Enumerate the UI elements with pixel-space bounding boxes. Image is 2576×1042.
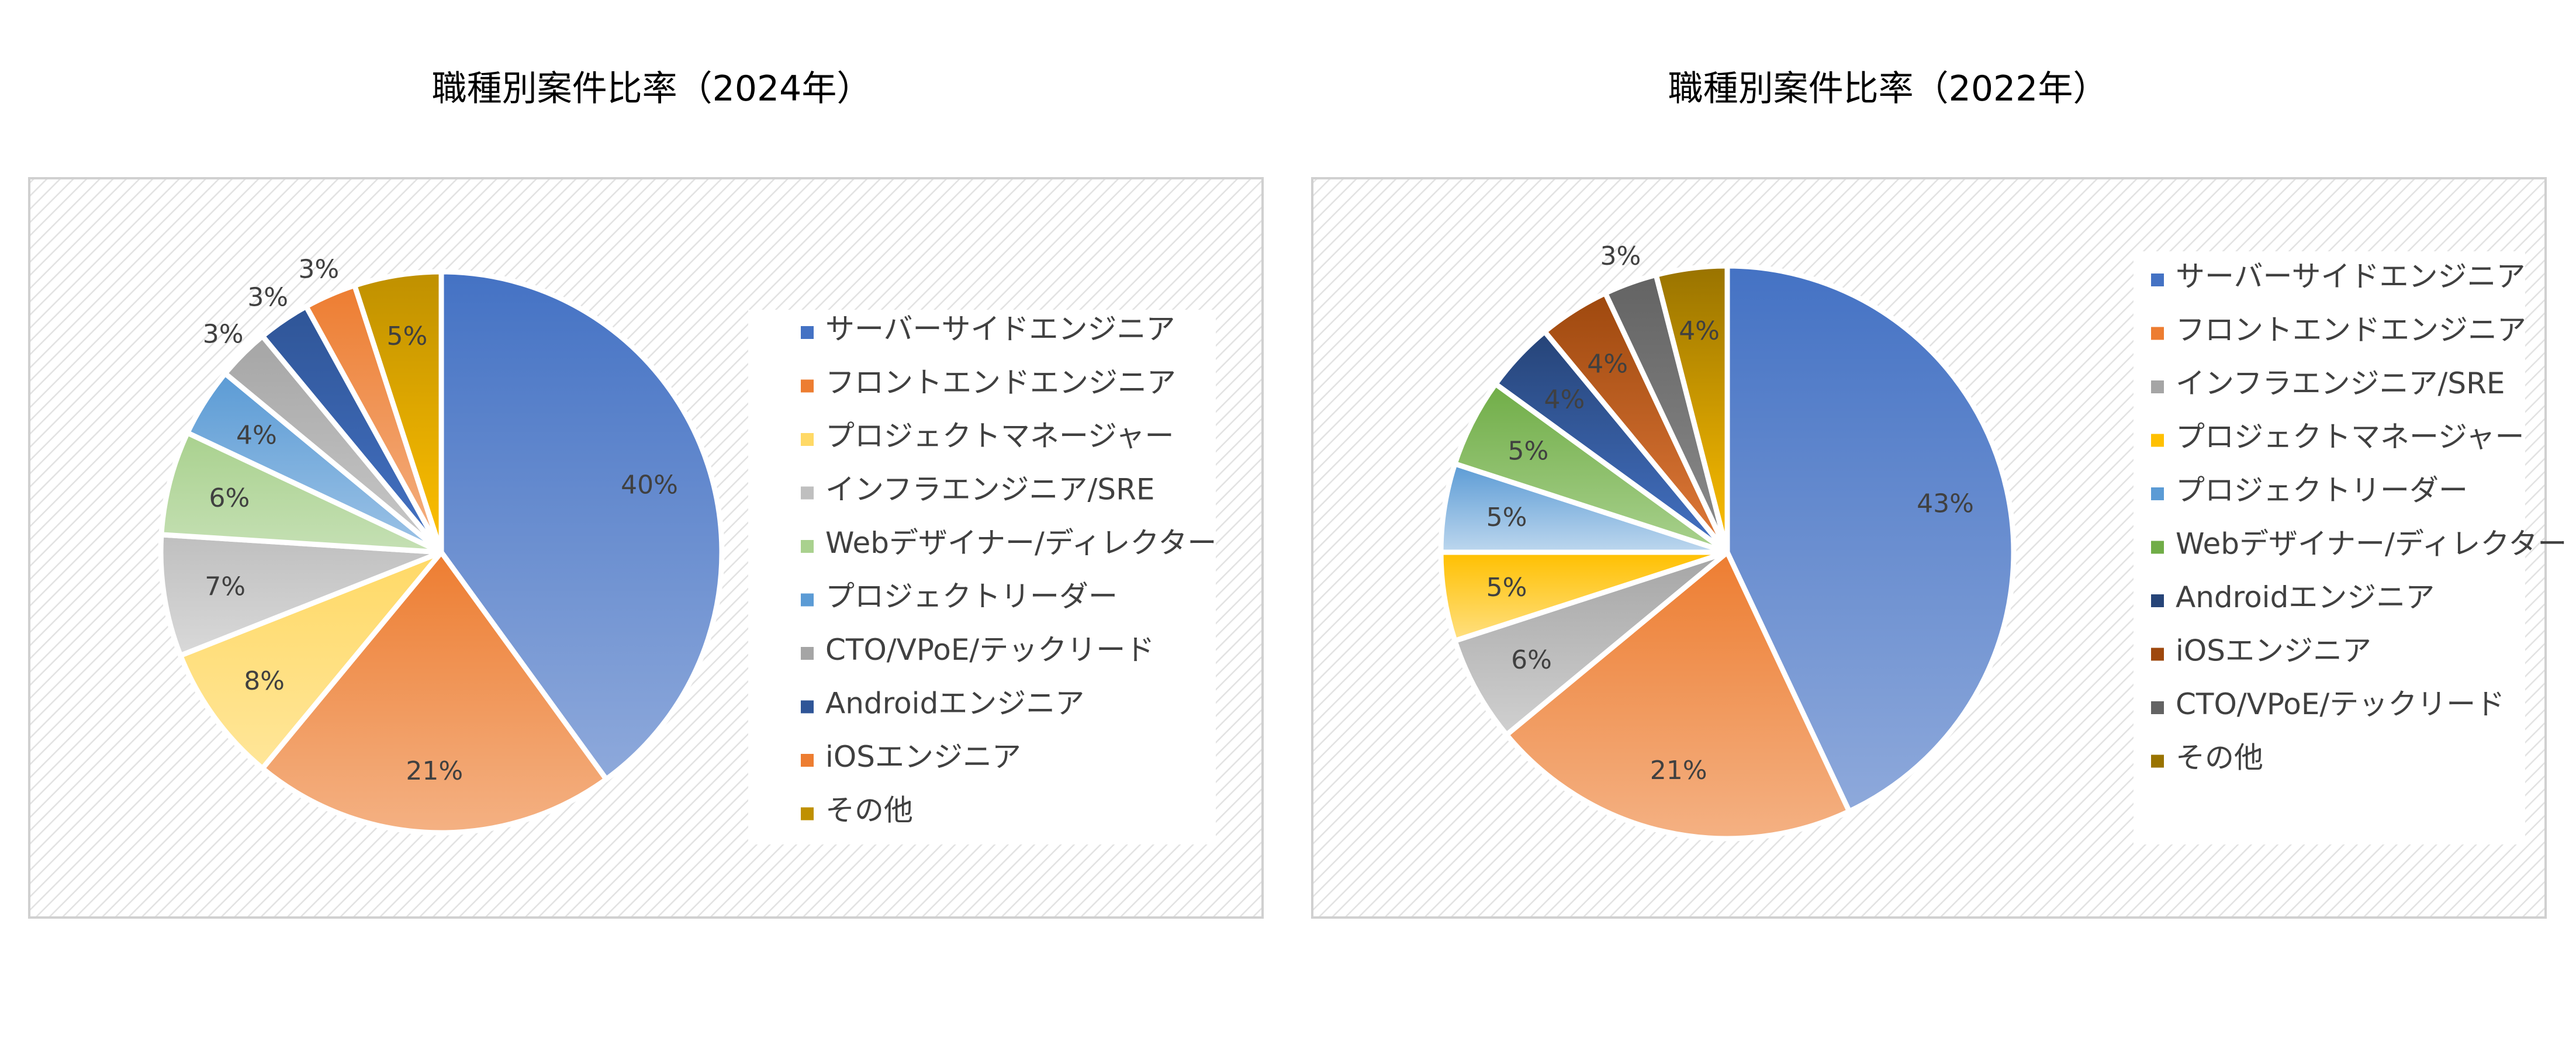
legend-swatch — [801, 593, 814, 607]
pie-slices: 43%21%6%5%5%5%4%4%3%4% — [1438, 241, 2017, 842]
data-label: 4% — [1587, 349, 1628, 379]
data-label: 5% — [1486, 503, 1527, 532]
legend-swatch — [801, 754, 814, 767]
legend-label: プロジェクトマネージャー — [2176, 420, 2525, 454]
data-label: 5% — [387, 321, 428, 351]
legend-label: サーバーサイドエンジニア — [2176, 259, 2526, 293]
legend-swatch — [2151, 594, 2164, 607]
legend-swatch — [2151, 434, 2164, 447]
data-label: 21% — [406, 756, 463, 786]
legend-swatch — [801, 807, 814, 821]
legend-swatch — [2151, 327, 2164, 340]
legend-label: インフラエンジニア/SRE — [825, 473, 1154, 507]
legend-swatch — [2151, 754, 2164, 768]
legend-swatch — [801, 379, 814, 393]
legend-swatch — [2151, 701, 2164, 714]
data-label: 7% — [205, 572, 246, 602]
pie-slice — [178, 549, 444, 771]
legend-label: iOSエンジニア — [2176, 634, 2371, 668]
pie-slice — [158, 532, 444, 659]
data-label: 21% — [1650, 756, 1707, 785]
legend-label: Androidエンジニア — [825, 687, 1084, 721]
legend-label: プロジェクトマネージャー — [825, 419, 1174, 453]
legend-label: その他 — [825, 794, 913, 828]
legend-swatch — [2151, 541, 2164, 554]
pie-slice — [1724, 263, 2017, 814]
legend-swatch — [2151, 274, 2164, 286]
data-label: 40% — [621, 470, 678, 500]
legend-label: Androidエンジニア — [2176, 580, 2435, 614]
pie-slice — [1653, 263, 1730, 555]
legend-label: サーバーサイドエンジニア — [825, 312, 1175, 346]
pie-slice — [352, 269, 444, 555]
legend-swatch — [2151, 380, 2164, 393]
data-label: 4% — [236, 420, 277, 450]
legend-swatch — [2151, 487, 2164, 500]
legend-label: CTO/VPoE/テックリード — [825, 633, 1154, 667]
pie-slice — [1503, 549, 1852, 842]
legend-label: その他 — [2176, 741, 2263, 775]
pie-slice — [1452, 549, 1730, 738]
data-label: 5% — [1508, 436, 1549, 466]
pie-chart-2024: 職種別案件比率（2024年） 40%21%8%7%6%4%3%3%3%5% サー… — [28, 68, 1264, 919]
legend-box — [2134, 251, 2525, 844]
legend-label: CTO/VPoE/テックリード — [2176, 687, 2505, 721]
data-label: 3% — [298, 254, 339, 284]
data-label: 5% — [1486, 573, 1527, 603]
legend-label: iOSエンジニア — [825, 740, 1021, 774]
data-label: 8% — [244, 666, 285, 696]
chart-title: 職種別案件比率（2022年） — [1668, 68, 2108, 109]
data-label: 4% — [1544, 385, 1585, 414]
pie-slices: 40%21%8%7%6%4%3%3%3%5% — [158, 254, 725, 836]
legend-swatch — [801, 540, 814, 553]
legend-label: Webデザイナー/ディレクター — [2176, 527, 2567, 561]
legend-swatch — [801, 647, 814, 660]
pie-chart-2022: 職種別案件比率（2022年） 43%21%6%5%5%5%4%4%3%4% サー… — [1311, 68, 2567, 919]
legend-label: フロントエンドエンジニア — [2176, 313, 2526, 347]
pie-slice — [438, 269, 725, 782]
data-label: 4% — [1679, 316, 1720, 346]
legend-swatch — [801, 326, 814, 339]
data-label: 6% — [1511, 645, 1552, 675]
legend-box — [748, 310, 1216, 844]
pie-slice — [260, 549, 609, 836]
data-label: 3% — [247, 282, 288, 312]
data-label: 43% — [1917, 489, 1974, 519]
data-label: 3% — [1600, 241, 1641, 271]
legend-label: プロジェクトリーダー — [2176, 473, 2468, 507]
legend-label: フロントエンドエンジニア — [825, 366, 1176, 400]
legend: サーバーサイドエンジニアフロントエンドエンジニアプロジェクトマネージャーインフラ… — [801, 312, 1216, 828]
chart-title: 職種別案件比率（2024年） — [432, 68, 872, 109]
pie-slice — [158, 430, 444, 555]
legend-swatch — [801, 486, 814, 500]
data-label: 3% — [203, 320, 244, 349]
legend-label: インフラエンジニア/SRE — [2176, 366, 2505, 400]
legend-label: プロジェクトリーダー — [825, 580, 1118, 614]
data-label: 6% — [209, 483, 250, 513]
legend-swatch — [801, 433, 814, 446]
legend-label: Webデザイナー/ディレクター — [825, 526, 1216, 560]
legend-swatch — [2151, 648, 2164, 661]
legend-swatch — [801, 700, 814, 714]
